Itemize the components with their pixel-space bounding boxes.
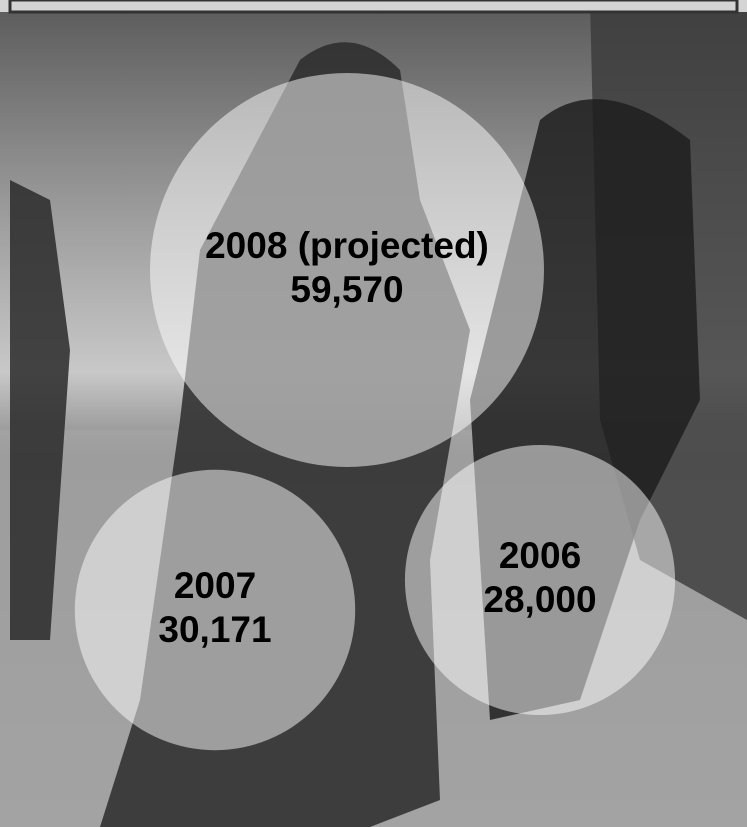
value-label: 28,000 — [483, 579, 596, 620]
chart: 2008 (projected)59,570 200730,171 200628,0… — [0, 0, 747, 827]
value-label: 30,171 — [158, 609, 271, 650]
category-label: 2008 (projected) — [205, 225, 489, 266]
category-label: 2007 — [174, 565, 256, 606]
page: {"chart_data": {"type": "bubble", "categ… — [0, 0, 747, 827]
category-label: 2006 — [499, 535, 581, 576]
value-label: 59,570 — [290, 269, 403, 310]
